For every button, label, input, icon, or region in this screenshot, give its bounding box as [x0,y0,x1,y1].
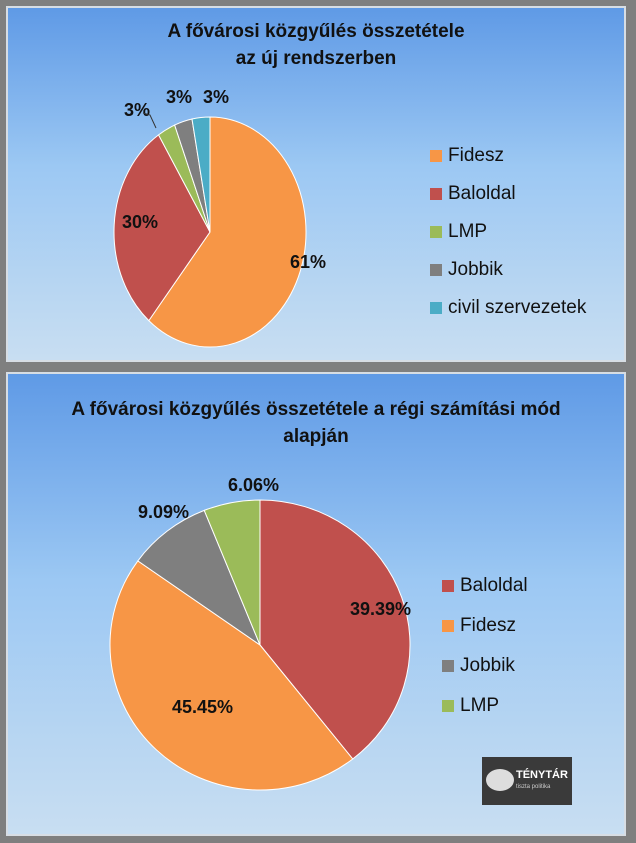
pie-slice-civil-szervezetek [191,116,211,233]
pie-slice-baloldal [259,499,411,760]
legend-label: civil szervezetek [448,297,587,318]
legend-swatch [430,188,442,200]
legend-swatch [430,150,442,162]
data-label: 39.39% [350,599,411,619]
legend-item: LMP [430,213,586,251]
legend-item: LMP [442,686,528,726]
pie-slice-lmp [203,499,261,646]
logo-text: TÉNYTÁR [516,769,568,781]
legend-swatch [430,226,442,238]
legend-swatch [430,302,442,314]
legend-label: Fidesz [448,145,504,166]
chart-title: A fővárosi közgyűlés összetétele a régi … [71,399,561,447]
legend-label: LMP [448,221,488,242]
legend-item: civil szervezetek [430,289,586,327]
legend-label: Jobbik [460,655,515,676]
legend-swatch [430,264,442,276]
legend-swatch [442,580,454,592]
legend-label: Baloldal [460,575,528,596]
legend-swatch [442,620,454,632]
legend-label: Jobbik [448,259,503,280]
data-label: 3% [203,87,229,107]
data-label: 3% [166,87,192,107]
logo-subtext: tiszta politika [516,784,551,790]
legend-item: Jobbik [430,251,586,289]
legend-item: Fidesz [442,606,528,646]
legend-item: Fidesz [430,137,586,175]
pie-slice-fidesz [148,116,307,348]
legend-label: Fidesz [460,615,516,636]
pie-slice-jobbik [137,509,262,647]
data-label: 9.09% [138,502,189,522]
data-label: 45.45% [172,697,233,717]
data-label: 61% [290,252,326,272]
data-label: 3% [124,100,150,120]
legend-item: Jobbik [442,646,528,686]
chart-title: A fővárosi közgyűlés összetétele az új r… [167,21,465,69]
legend-label: LMP [460,695,500,716]
pie-slice-fidesz [109,560,354,791]
legend: Baloldal Fidesz Jobbik LMP [442,566,528,726]
legend: Fidesz Baloldal LMP Jobbik civil szervezetek [430,137,586,327]
pie-slice-baloldal [113,134,211,322]
legend-label: Baloldal [448,183,516,204]
chart-panel-new-system: A fővárosi közgyűlés összetétele az új r… [6,6,626,362]
data-label: 6.06% [228,475,279,495]
legend-swatch [442,660,454,672]
legend-swatch [442,700,454,712]
logo-head-icon [486,769,514,791]
legend-item: Baloldal [442,566,528,606]
data-label: 30% [122,212,158,232]
leader-line [142,112,157,129]
tenytar-logo: TÉNYTÁR tiszta politika [482,757,572,805]
legend-item: Baloldal [430,175,586,213]
